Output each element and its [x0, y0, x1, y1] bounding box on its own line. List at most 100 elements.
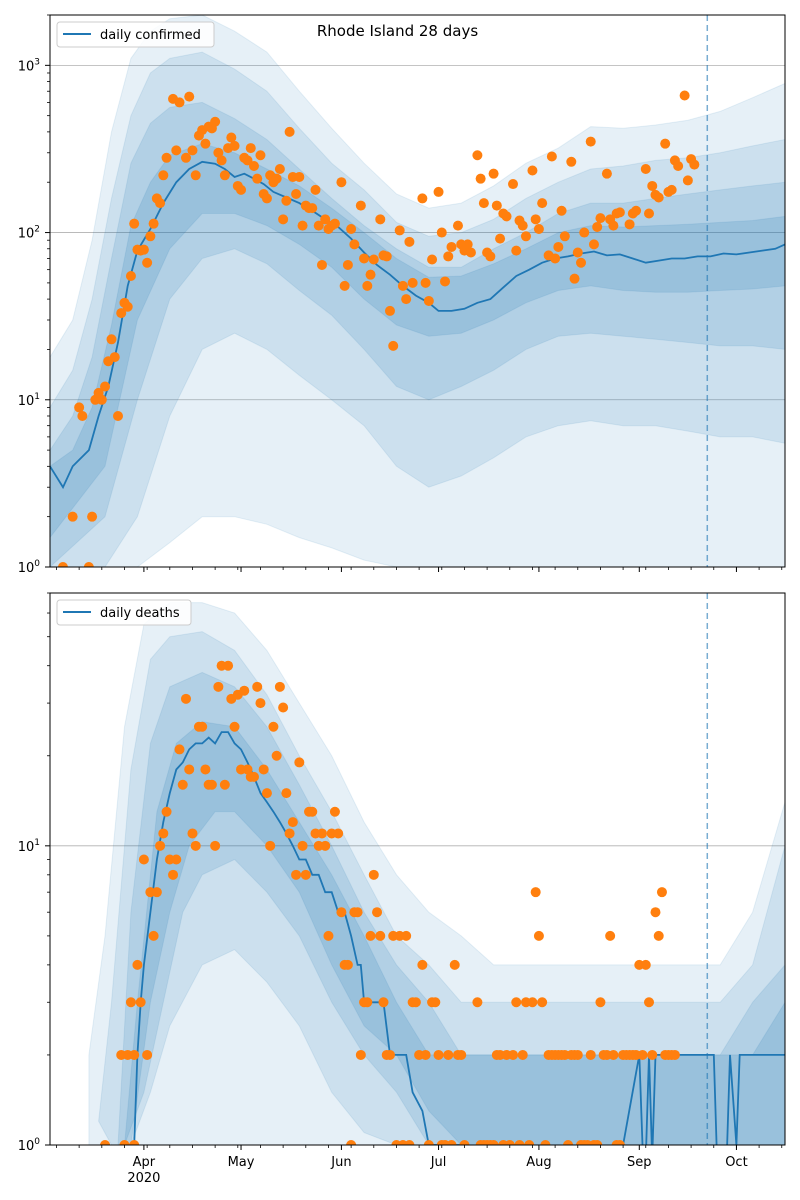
y-tick-label: 100 [18, 559, 41, 576]
data-point [362, 280, 373, 291]
plot-area [50, 15, 785, 567]
data-point [427, 254, 438, 265]
data-point [287, 817, 298, 828]
data-point [268, 721, 279, 732]
data-point [100, 381, 111, 392]
data-point [410, 997, 421, 1008]
data-point [252, 173, 263, 184]
data-point [219, 170, 230, 181]
data-point [608, 1049, 619, 1060]
data-point [569, 273, 580, 284]
data-point [443, 1049, 454, 1060]
data-point [145, 231, 156, 242]
data-point [135, 997, 146, 1008]
axes-frame [49, 14, 786, 568]
data-point [559, 231, 570, 242]
data-point [229, 721, 240, 732]
data-point [666, 184, 677, 195]
data-point [631, 205, 642, 216]
x-tick-label: Aug [526, 1155, 551, 1170]
data-point [669, 1049, 680, 1060]
data-point [378, 997, 389, 1008]
data-point [158, 170, 169, 181]
data-point [252, 681, 263, 692]
data-point [508, 1049, 519, 1060]
data-point [223, 660, 234, 671]
data-point [142, 257, 153, 268]
data-point [349, 239, 360, 250]
data-point [352, 907, 363, 918]
data-point [365, 930, 376, 941]
data-point [579, 227, 590, 238]
data-point [151, 887, 162, 898]
data-point [284, 126, 295, 137]
data-point [300, 869, 311, 880]
data-point [572, 247, 583, 258]
data-point [125, 997, 136, 1008]
data-point [546, 151, 557, 162]
data-point [171, 145, 182, 156]
data-point [346, 1140, 357, 1145]
data-point [647, 1049, 658, 1060]
data-point [177, 779, 188, 790]
data-point [511, 997, 522, 1008]
data-point [588, 239, 599, 250]
data-point [258, 764, 269, 775]
data-point [74, 402, 85, 413]
y-tick-label: 101 [18, 392, 40, 409]
x-tick-label: May [228, 1155, 255, 1170]
data-point [446, 241, 457, 252]
data-point [148, 930, 159, 941]
data-point [585, 1049, 596, 1060]
legend: daily deaths [56, 599, 192, 626]
data-point [533, 224, 544, 235]
data-point [443, 251, 454, 262]
data-point [109, 352, 120, 363]
data-point [83, 562, 94, 567]
data-point [200, 138, 211, 149]
data-point [161, 152, 172, 163]
band-outer-band [88, 602, 785, 1145]
data-point [452, 220, 463, 231]
data-point [550, 253, 561, 264]
data-point [297, 220, 308, 231]
data-point [248, 771, 259, 782]
data-point [537, 997, 548, 1008]
data-point [174, 97, 185, 108]
data-point [271, 173, 282, 184]
data-point [472, 150, 483, 161]
data-point [116, 308, 127, 319]
data-point [488, 1140, 499, 1145]
data-point [375, 214, 386, 225]
data-point [307, 203, 318, 214]
data-point [210, 840, 221, 851]
y-tick-label: 102 [18, 225, 40, 242]
data-point [271, 750, 282, 761]
data-point [206, 779, 217, 790]
data-point [394, 225, 405, 236]
data-point [219, 779, 230, 790]
data-point [495, 233, 506, 244]
data-point [644, 997, 655, 1008]
data-point [284, 828, 295, 839]
y-tick-label: 101 [18, 838, 40, 855]
x-year-label: 2020 [127, 1171, 160, 1186]
data-point [592, 1140, 603, 1145]
data-point [520, 231, 531, 242]
data-point [213, 681, 224, 692]
data-point [456, 1049, 467, 1060]
data-point [423, 1140, 434, 1145]
data-point [226, 132, 237, 143]
data-point [650, 907, 661, 918]
data-point [316, 259, 327, 270]
data-point [200, 764, 211, 775]
data-point [417, 959, 428, 970]
data-point [77, 410, 88, 421]
data-point [401, 294, 412, 305]
data-point [255, 698, 266, 709]
data-point [527, 165, 538, 176]
data-point [485, 251, 496, 262]
legend-label: daily deaths [100, 606, 180, 621]
data-point [446, 1140, 457, 1145]
